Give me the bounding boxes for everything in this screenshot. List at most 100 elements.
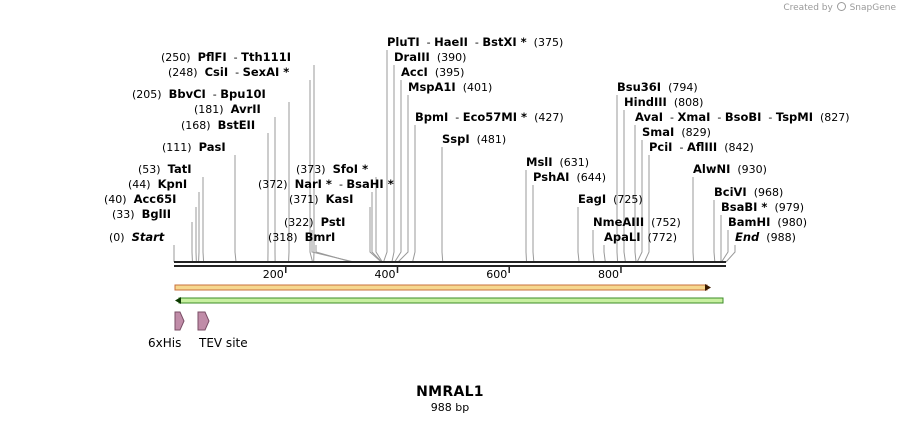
orf-reverse-arrowhead (175, 297, 181, 304)
label-gap (527, 111, 534, 124)
site-label-bsteii[interactable]: (168) BstEII (181, 118, 255, 132)
site-label-pluti[interactable]: PluTI - HaeII - BstXI * (375) (387, 35, 563, 49)
orf-reverse-bar[interactable] (178, 297, 724, 304)
orf-forward-arrowhead (705, 284, 711, 291)
leader-sspi (441, 147, 444, 263)
label-gap (759, 231, 766, 244)
enzyme-separator: - (468, 36, 482, 49)
label-gap (326, 163, 333, 176)
site-position: (248) (168, 66, 198, 79)
leader-bpmi (412, 125, 416, 263)
enzyme-name: MspA1I (408, 80, 456, 94)
site-label-msli[interactable]: MslI (631) (526, 155, 589, 169)
site-label-apali[interactable]: ApaLI (772) (604, 230, 677, 244)
enzyme-name: End (735, 230, 760, 244)
label-gap (135, 208, 142, 221)
site-label-sfoi[interactable]: (373) SfoI * (296, 162, 368, 176)
label-gap (319, 193, 326, 206)
site-label-csii[interactable]: (248) CsiI - SexAI * (168, 65, 289, 79)
site-label-mspa1i[interactable]: MspA1I (401) (408, 80, 492, 94)
site-position: (250) (161, 51, 191, 64)
enzyme-name: BbvCI (169, 87, 206, 101)
site-label-psti[interactable]: (322) PstI (284, 215, 345, 229)
enzyme-name: CsiI (205, 65, 229, 79)
site-position: (827) (820, 111, 850, 124)
site-position: (980) (777, 216, 807, 229)
site-label-nmeaiii[interactable]: NmeAIII (752) (593, 215, 681, 229)
site-position: (794) (668, 81, 698, 94)
feature-tev-site-arrow[interactable] (197, 311, 210, 331)
site-label-bcivi[interactable]: BciVI (968) (714, 185, 783, 199)
site-label-bsabi[interactable]: BsaBI * (979) (721, 200, 804, 214)
label-gap (747, 186, 754, 199)
enzyme-name: SexAI * (243, 65, 290, 79)
credit-watermark: Created by SnapGene (783, 2, 896, 13)
site-label-bpmi[interactable]: BpmI - Eco57MI * (427) (415, 110, 564, 124)
orf-forward-bar[interactable] (174, 284, 708, 291)
site-label-bamhi[interactable]: BamHI (980) (728, 215, 807, 229)
backbone (174, 261, 726, 267)
enzyme-name: HindIII (624, 95, 667, 109)
site-label-sspi[interactable]: SspI (481) (442, 132, 506, 146)
site-position: (33) (112, 208, 135, 221)
enzyme-separator: - (206, 88, 220, 101)
site-labels: (0) Start(33) BglII(40) Acc65I(44) KpnI(… (104, 35, 850, 244)
site-position: (988) (766, 231, 796, 244)
site-label-smai[interactable]: SmaI (829) (642, 125, 711, 139)
site-label-tati[interactable]: (53) TatI (138, 162, 192, 176)
site-label-hindiii[interactable]: HindIII (808) (624, 95, 703, 109)
site-label-kpni[interactable]: (44) KpnI (128, 177, 187, 191)
site-label-pshai[interactable]: PshAI (644) (533, 170, 606, 184)
site-label-acc65i[interactable]: (40) Acc65I (104, 192, 176, 206)
site-label-start[interactable]: (0) Start (109, 230, 165, 244)
enzyme-separator: - (420, 36, 434, 49)
label-gap (644, 216, 651, 229)
enzyme-name: BsaBI * (721, 200, 767, 214)
label-gap (569, 171, 576, 184)
site-position: (631) (560, 156, 590, 169)
site-label-kasi[interactable]: (371) KasI (289, 192, 353, 206)
enzyme-name: HaeII (434, 35, 468, 49)
site-label-end[interactable]: End (988) (735, 230, 796, 244)
leader-end (725, 245, 736, 263)
leader-pasi (234, 155, 237, 263)
label-gap (161, 163, 168, 176)
feature-6xhis-arrow[interactable] (174, 311, 185, 331)
site-label-draiii[interactable]: DraIII (390) (394, 50, 466, 64)
enzyme-separator: - (672, 141, 686, 154)
site-position: (372) (258, 178, 288, 191)
label-gap (151, 178, 158, 191)
enzyme-name: SspI (442, 132, 470, 146)
site-label-nari[interactable]: (372) NarI * - BsaHI * (258, 177, 394, 191)
enzyme-name: Bpu10I (220, 87, 265, 101)
site-label-pcii[interactable]: PciI - AflIII (842) (649, 140, 754, 154)
site-label-bsu36i[interactable]: Bsu36I (794) (617, 80, 698, 94)
enzyme-name: NarI * (295, 177, 332, 191)
enzyme-name: MslI (526, 155, 553, 169)
site-label-bmri[interactable]: (318) BmrI (268, 230, 335, 244)
site-label-eagi[interactable]: EagI (725) (578, 192, 643, 206)
leader-smai (636, 140, 643, 263)
site-label-avrii[interactable]: (181) AvrII (194, 102, 261, 116)
leader-nari (371, 192, 383, 263)
label-gap (641, 231, 648, 244)
leader-bsu36i (616, 95, 619, 263)
site-label-pasi[interactable]: (111) PasI (162, 140, 226, 154)
site-position: (371) (289, 193, 319, 206)
enzyme-name: EagI (578, 192, 606, 206)
site-label-acci[interactable]: AccI (395) (401, 65, 464, 79)
feature-tev-site-label: TEV site (198, 336, 248, 350)
site-label-bglii[interactable]: (33) BglII (112, 207, 171, 221)
label-gap (527, 36, 534, 49)
site-label-pflfi[interactable]: (250) PflFI - Tth111I (161, 50, 291, 64)
enzyme-name: BglII (142, 207, 172, 221)
leader-bcivi (713, 200, 716, 263)
site-position: (401) (463, 81, 493, 94)
enzyme-name: BciVI (714, 185, 747, 199)
label-gap (606, 193, 613, 206)
site-label-bbvci[interactable]: (205) BbvCI - Bpu10I (132, 87, 266, 101)
site-label-alwni[interactable]: AlwNI (930) (693, 162, 767, 176)
leader-msli (525, 170, 528, 263)
site-label-avai[interactable]: AvaI - XmaI - BsoBI - TspMI (827) (635, 110, 850, 124)
enzyme-name: Acc65I (134, 192, 177, 206)
